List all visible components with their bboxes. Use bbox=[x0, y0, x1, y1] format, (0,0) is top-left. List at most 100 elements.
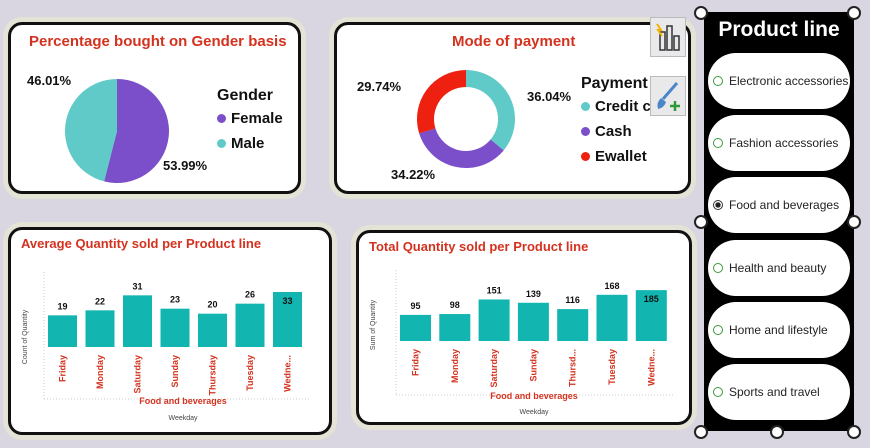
cash-pct-label: 34.22% bbox=[391, 167, 436, 182]
bar-1[interactable] bbox=[85, 310, 115, 347]
avg-x-axis-label: Weekday bbox=[168, 415, 198, 422]
product-line-slicer: Product line Electronic accessories Fashi… bbox=[704, 12, 854, 431]
resize-handle-tl[interactable] bbox=[694, 6, 708, 20]
radio-icon[interactable] bbox=[713, 324, 723, 335]
slicer-item[interactable]: Electronic accessories bbox=[708, 53, 850, 109]
slicer-item[interactable]: Food and beverages bbox=[708, 177, 850, 234]
bar-3[interactable] bbox=[517, 302, 549, 341]
bar-0[interactable] bbox=[48, 315, 77, 347]
x-tick-label: Saturday bbox=[489, 349, 499, 388]
donut-slice-ewallet[interactable] bbox=[417, 70, 466, 134]
cash-dot-icon bbox=[581, 127, 590, 136]
male-dot-icon bbox=[217, 139, 226, 148]
resize-handle-bl[interactable] bbox=[694, 425, 708, 439]
x-tick-label: Friday bbox=[411, 349, 421, 376]
bar-4[interactable] bbox=[198, 313, 227, 347]
credit-pct-label: 36.04% bbox=[527, 89, 572, 104]
female-dot-icon bbox=[217, 114, 226, 123]
radio-icon[interactable] bbox=[713, 76, 723, 86]
total-card-title: Total Quantity sold per Product line bbox=[369, 239, 589, 254]
pie-slice-male[interactable] bbox=[65, 79, 117, 182]
resize-handle-tr[interactable] bbox=[847, 6, 861, 20]
payment-card-title: Mode of payment bbox=[452, 33, 576, 50]
bar-value-label: 168 bbox=[604, 281, 619, 291]
bar-1[interactable] bbox=[439, 314, 471, 341]
bar-5[interactable] bbox=[596, 294, 628, 341]
bar-value-label: 116 bbox=[565, 295, 580, 305]
x-tick-label: Sunday bbox=[528, 349, 538, 382]
x-tick-label: Saturday bbox=[133, 355, 143, 394]
bar-chart-icon bbox=[656, 23, 680, 51]
bar-value-label: 22 bbox=[95, 296, 105, 306]
paintbrush-icon bbox=[657, 82, 680, 111]
payment-donut[interactable] bbox=[334, 22, 691, 194]
slicer-item-label: Fashion accessories bbox=[729, 136, 839, 151]
slicer-item[interactable]: Home and lifestyle bbox=[708, 301, 850, 358]
bar-2[interactable] bbox=[478, 299, 510, 341]
slicer-title: Product line bbox=[718, 18, 840, 41]
slicer-item-label: Health and beauty bbox=[729, 260, 827, 275]
avg-y-axis-label: Count of Quantity bbox=[22, 309, 29, 364]
legend-ewallet[interactable]: Ewallet bbox=[581, 148, 647, 165]
payment-legend-title: Payment bbox=[581, 75, 648, 92]
bar-value-label: 185 bbox=[644, 294, 659, 304]
legend-female[interactable]: Female bbox=[217, 110, 283, 127]
slicer-item-label: Sports and travel bbox=[729, 385, 820, 399]
bar-3[interactable] bbox=[160, 308, 190, 347]
resize-handle-mr[interactable] bbox=[847, 215, 861, 229]
total-quantity-card: Total Quantity sold per Product line Sum… bbox=[356, 230, 692, 425]
total-y-axis-label: Sum of Quantity bbox=[370, 299, 377, 350]
bar-6[interactable] bbox=[635, 290, 667, 341]
bar-0[interactable] bbox=[400, 314, 431, 341]
slicer-item-label: Food and beverages bbox=[729, 198, 840, 213]
payment-card: Mode of payment 29.74% 36.04% 34.22% Pay… bbox=[334, 22, 691, 194]
slicer-item[interactable]: Fashion accessories bbox=[708, 115, 850, 172]
gender-card: Percentage bought on Gender basis 46.01%… bbox=[8, 22, 301, 194]
slicer-item[interactable]: Health and beauty bbox=[708, 239, 850, 296]
resize-handle-bc[interactable] bbox=[770, 425, 784, 439]
x-tick-label: Tuesday bbox=[245, 355, 255, 391]
visualizations-button[interactable] bbox=[650, 17, 686, 57]
radio-selected-icon[interactable] bbox=[713, 200, 723, 211]
male-pct-label: 46.01% bbox=[27, 73, 72, 88]
avg-quantity-card: Average Quantity sold per Product line C… bbox=[8, 227, 332, 435]
bar-value-label: 19 bbox=[57, 301, 67, 311]
x-tick-label: Tuesday bbox=[607, 349, 617, 385]
legend-cash-label: Cash bbox=[595, 123, 632, 140]
radio-icon[interactable] bbox=[713, 262, 723, 273]
gender-pie[interactable] bbox=[8, 22, 301, 194]
pie-slice-female[interactable] bbox=[104, 79, 170, 183]
resize-handle-br[interactable] bbox=[847, 425, 861, 439]
x-tick-label: Monday bbox=[95, 355, 105, 389]
bar-value-label: 33 bbox=[282, 296, 292, 306]
resize-handle-ml[interactable] bbox=[694, 215, 708, 229]
legend-credit[interactable]: Credit c bbox=[581, 98, 676, 115]
bar-value-label: 20 bbox=[207, 300, 217, 310]
bar-value-label: 31 bbox=[132, 281, 142, 291]
slicer-item[interactable]: Sports and travel bbox=[708, 364, 850, 420]
bar-5[interactable] bbox=[235, 303, 265, 347]
total-quantity-chart[interactable]: Sum of Quantity 95 Friday 98 Monday 151 Satur… bbox=[356, 230, 692, 425]
slicer-item-label: Home and lifestyle bbox=[729, 322, 828, 337]
bar-value-label: 26 bbox=[245, 290, 255, 300]
legend-credit-label: Credit c bbox=[595, 98, 651, 115]
avg-quantity-chart[interactable]: Count of Quantity 19 Friday 22 Monday 31 Satu… bbox=[8, 227, 332, 435]
x-tick-label: Wedne... bbox=[283, 355, 293, 392]
gender-card-title: Percentage bought on Gender basis bbox=[29, 33, 287, 50]
legend-cash[interactable]: Cash bbox=[581, 123, 632, 140]
bar-2[interactable] bbox=[123, 295, 152, 347]
donut-slice-cash[interactable] bbox=[419, 128, 504, 168]
x-tick-label: Thursd... bbox=[568, 349, 578, 387]
legend-male[interactable]: Male bbox=[217, 135, 264, 152]
donut-slice-credit[interactable] bbox=[466, 70, 515, 151]
radio-icon[interactable] bbox=[713, 387, 723, 397]
total-filter-label: Food and beverages bbox=[490, 391, 578, 401]
slicer-item-label: Electronic accessories bbox=[729, 74, 849, 88]
bar-value-label: 23 bbox=[170, 295, 180, 305]
radio-icon[interactable] bbox=[713, 138, 723, 149]
bar-6[interactable] bbox=[273, 292, 302, 347]
bar-4[interactable] bbox=[557, 309, 589, 341]
x-tick-label: Friday bbox=[58, 355, 68, 382]
bar-value-label: 151 bbox=[487, 285, 502, 295]
format-button[interactable] bbox=[650, 76, 686, 116]
